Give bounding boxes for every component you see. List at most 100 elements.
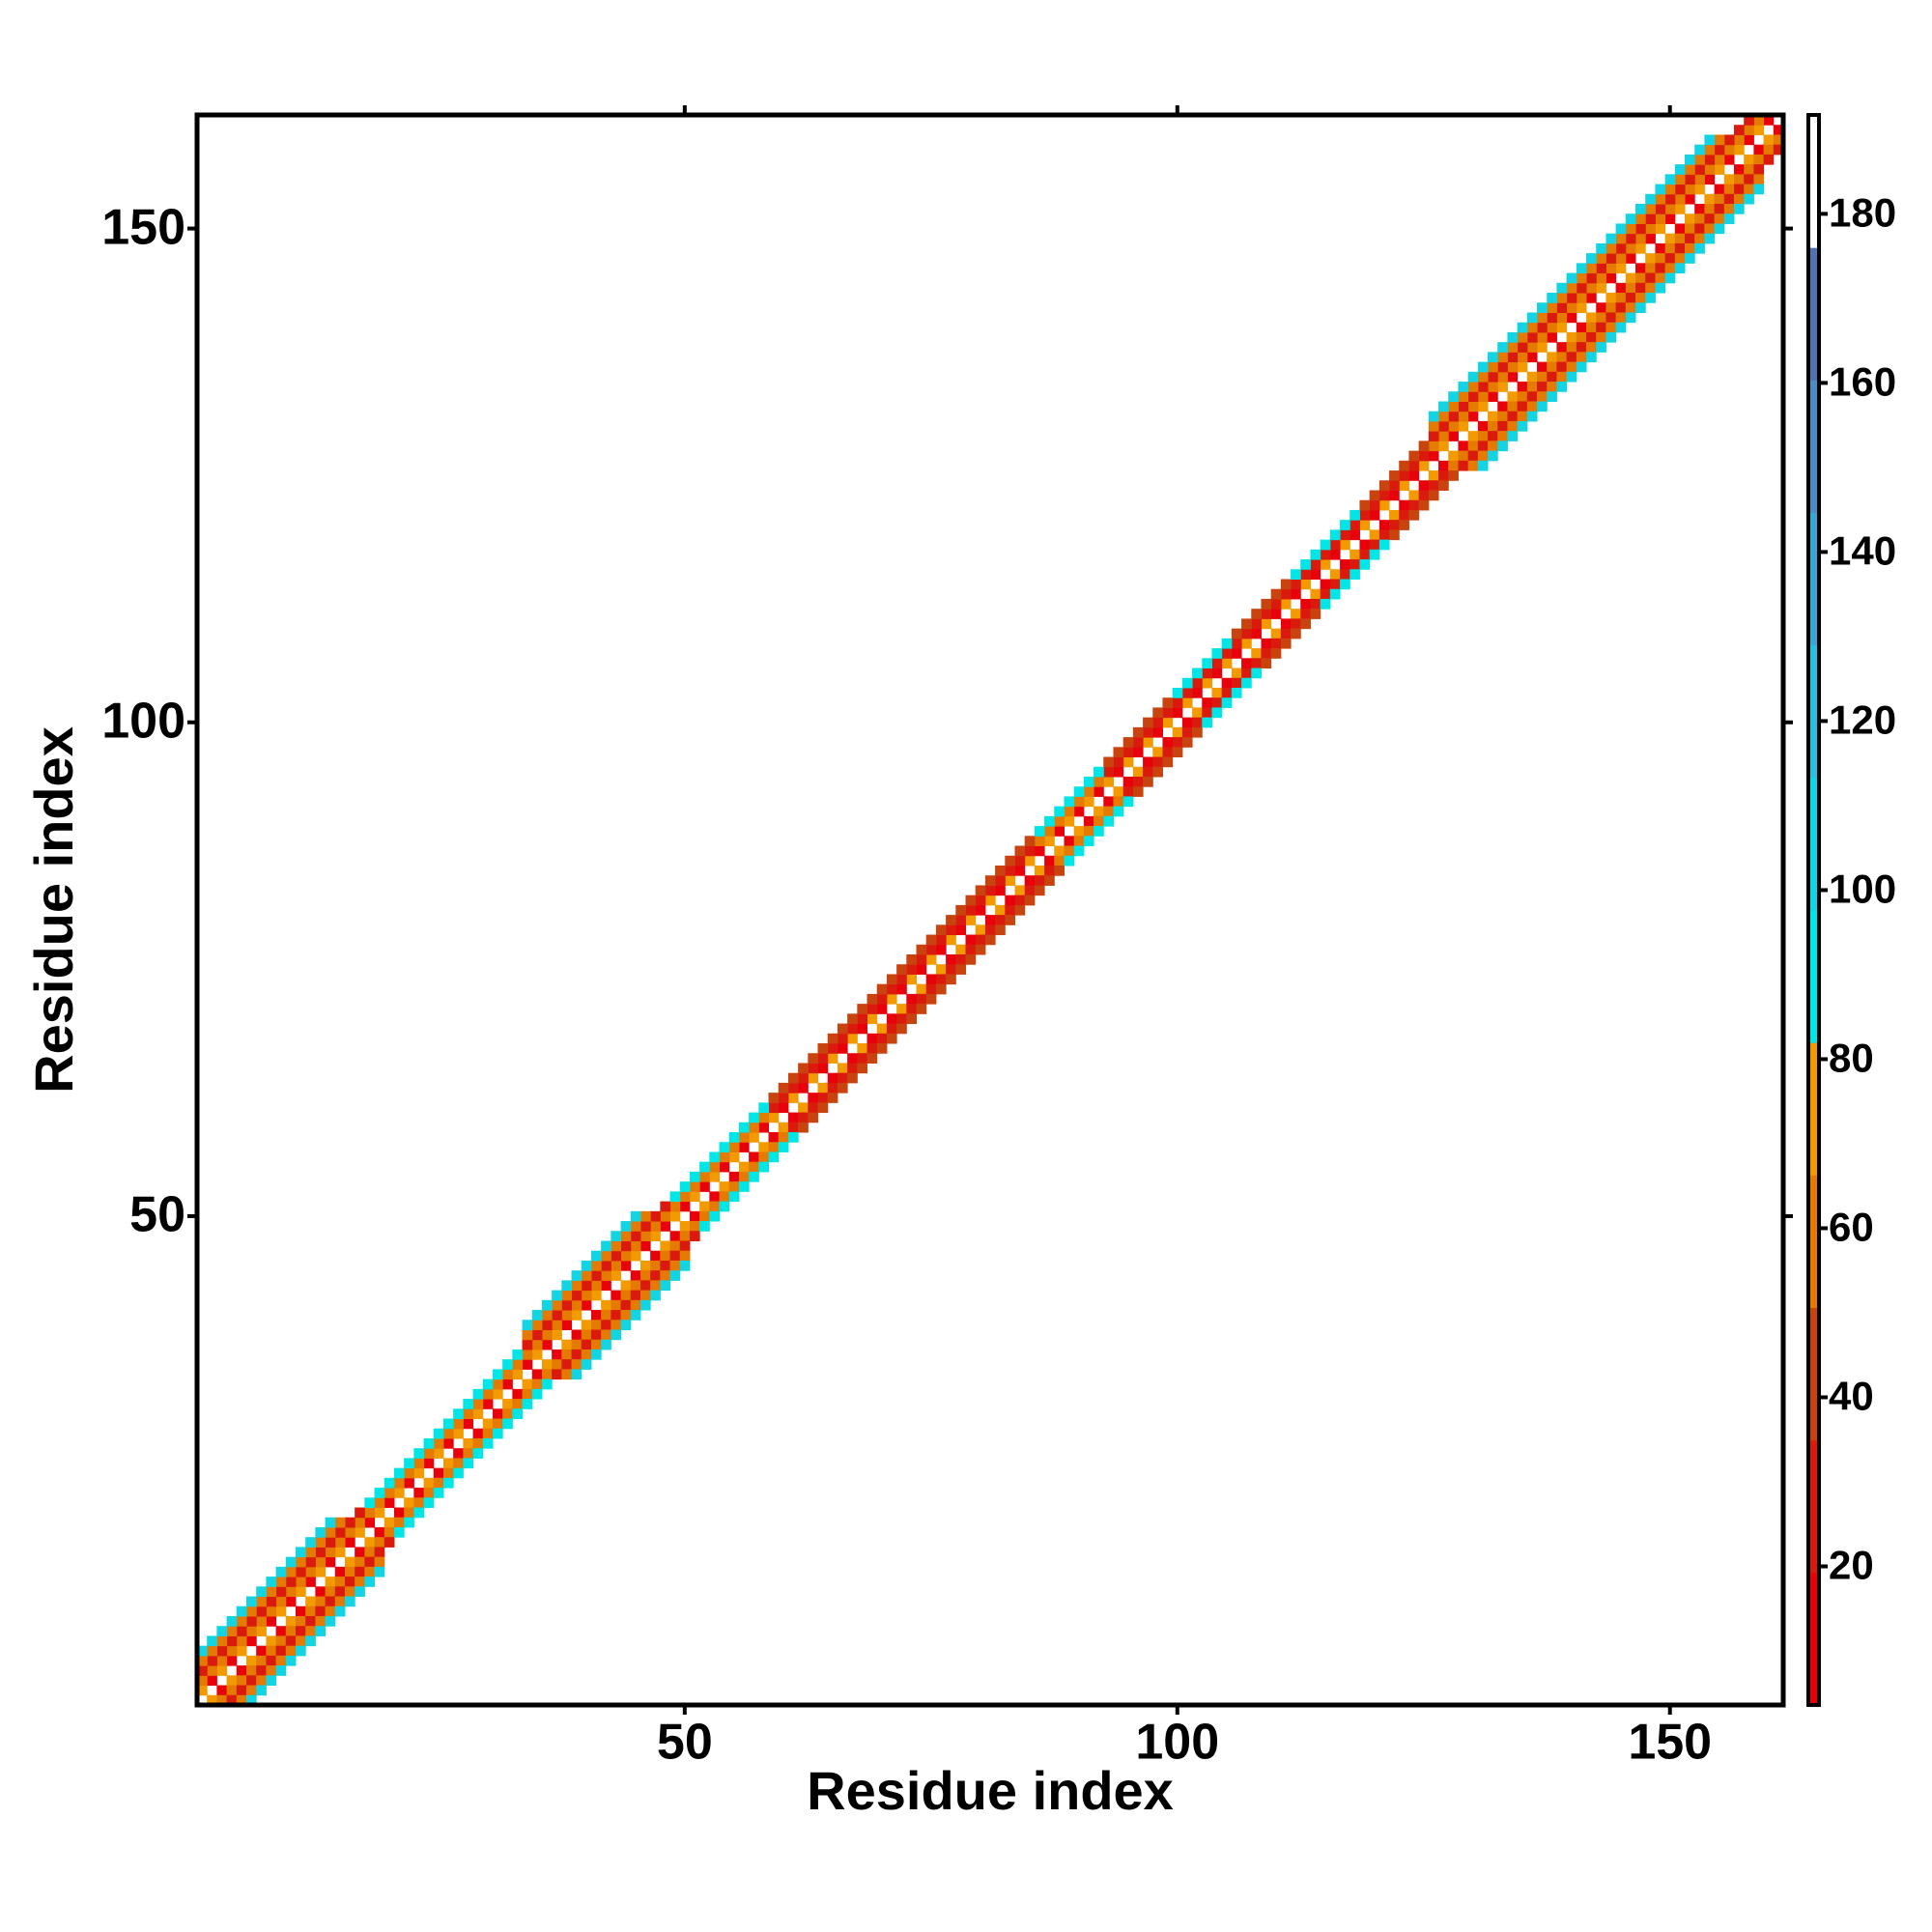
heatmap-cell [787,1072,799,1084]
heatmap-cell [502,1369,513,1380]
heatmap-cell [325,1526,336,1538]
heatmap-cell [1211,658,1223,669]
heatmap-cell [1635,213,1646,224]
heatmap-cell [778,1093,789,1103]
heatmap-cell [305,1537,316,1548]
heatmap-cell [1694,154,1705,165]
heatmap-cell [1241,628,1252,639]
heatmap-cell [1458,391,1469,402]
heatmap-cell [1615,253,1627,264]
heatmap-cell [1192,687,1203,698]
heatmap-cell [1625,242,1636,254]
heatmap-cell [699,1161,710,1173]
heatmap-cell [1734,204,1745,214]
heatmap-cell [1625,302,1636,313]
heatmap-cell [1655,184,1666,195]
heatmap-cell [1162,747,1174,758]
heatmap-cell [1704,204,1716,214]
heatmap-cell [266,1577,277,1587]
heatmap-cell [1113,747,1124,758]
heatmap-cell [1152,747,1163,758]
heatmap-cell [1378,520,1390,530]
heatmap-cell [1537,322,1548,333]
heatmap-cell [1181,697,1193,708]
heatmap-cell [1664,193,1676,205]
heatmap-cell [1044,865,1055,876]
heatmap-cell [1014,845,1026,857]
heatmap-cell [669,1231,681,1241]
heatmap-cell [275,1586,287,1598]
heatmap-cell [660,1221,671,1232]
heatmap-cell [699,1221,710,1232]
heatmap-cell [1181,717,1193,728]
heatmap-cell [442,1428,454,1439]
heatmap-cell [916,954,927,965]
heatmap-cell [798,1072,809,1084]
heatmap-cell [384,1488,395,1498]
heatmap-cell [1329,579,1341,590]
heatmap-cell [778,1082,789,1094]
heatmap-cell [1291,588,1301,600]
heatmap-cell [847,1072,858,1084]
heatmap-cell [1350,529,1360,541]
colorbar-tick-label: 160 [1829,358,1896,404]
heatmap-cell [236,1675,247,1687]
heatmap-cell [817,1053,829,1064]
heatmap-cell [1467,401,1479,412]
heatmap-cell [1645,253,1656,264]
heatmap-cell [1488,361,1498,373]
heatmap-cell [1596,322,1606,333]
heatmap-cell [1083,836,1094,847]
heatmap-cell [1734,125,1745,135]
heatmap-cell [935,983,947,995]
heatmap-cell [650,1290,661,1301]
heatmap-cell [256,1615,267,1627]
heatmap-cell [1526,331,1538,343]
heatmap-cell [906,1013,918,1025]
heatmap-cell [1221,697,1233,708]
heatmap-cell [226,1626,238,1636]
heatmap-cell [197,1665,208,1676]
heatmap-cell [1438,401,1449,412]
heatmap-cell [639,1260,651,1271]
heatmap-cell [601,1299,611,1311]
heatmap-cell [266,1645,277,1657]
heatmap-cell [374,1537,385,1548]
heatmap-cell [1418,460,1430,471]
heatmap-cell [738,1142,750,1152]
heatmap-cell [1211,648,1223,659]
heatmap-cell [749,1171,759,1182]
heatmap-cell [1310,549,1321,560]
heatmap-cell [1556,371,1568,383]
heatmap-cell [334,1577,346,1587]
heatmap-cell [512,1388,524,1400]
heatmap-cell [719,1201,730,1212]
heatmap-cell [541,1339,553,1350]
heatmap-cell [1211,668,1223,679]
heatmap-cell [1526,322,1538,333]
heatmap-cell [1526,352,1538,363]
heatmap-cell [482,1418,494,1430]
heatmap-cell [601,1270,611,1281]
heatmap-cell [393,1467,405,1479]
heatmap-cell [620,1310,632,1321]
colorbar-segment [1808,115,1819,248]
x-tick-label: 150 [1628,1715,1712,1771]
heatmap-cell [1458,420,1469,432]
heatmap-cell [1645,233,1656,244]
heatmap-cell [1280,588,1292,600]
heatmap-cell [413,1448,425,1459]
heatmap-cell [1408,450,1420,462]
heatmap-cell [1122,786,1134,797]
heatmap-cell [285,1645,297,1657]
heatmap-cell [1685,184,1695,195]
heatmap-cell [1192,668,1203,679]
heatmap-cell [1704,154,1716,165]
heatmap-cell [867,1053,878,1064]
heatmap-cell [886,983,897,995]
heatmap-cell [778,1142,789,1152]
heatmap-cell [995,924,1006,936]
heatmap-cell [305,1635,316,1647]
heatmap-cell [502,1418,513,1430]
heatmap-cell [728,1171,740,1182]
